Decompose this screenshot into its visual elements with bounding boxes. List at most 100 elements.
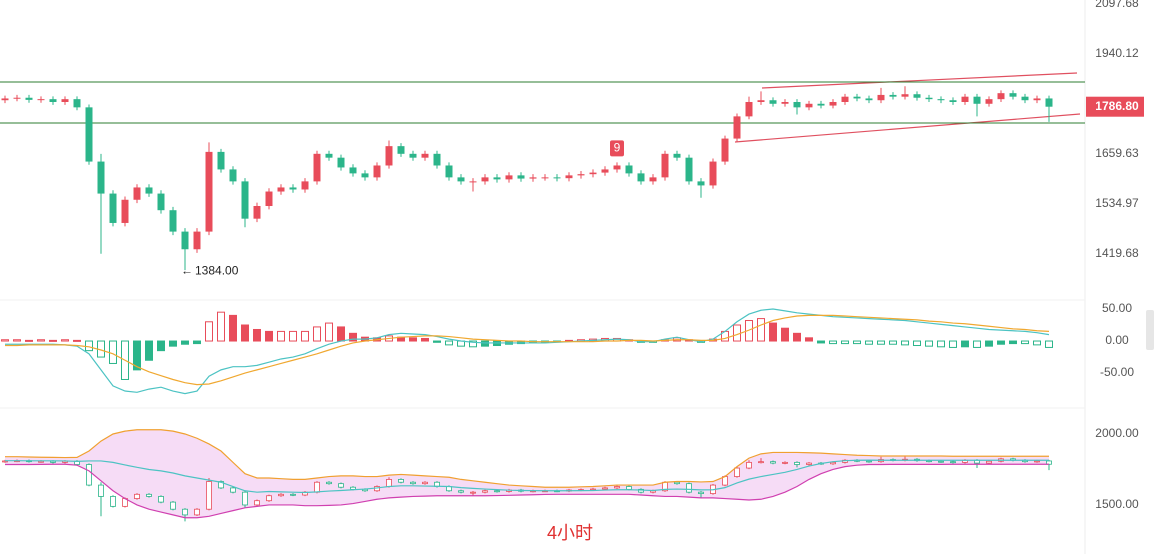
candle-body	[98, 484, 104, 497]
candle-body	[494, 490, 500, 493]
candle-body	[254, 500, 260, 506]
candle-body	[589, 172, 597, 175]
candle-body	[445, 165, 453, 178]
candle-body	[625, 165, 633, 174]
macd-bar	[49, 339, 57, 342]
macd-bar	[925, 340, 933, 347]
candle-body	[877, 94, 885, 101]
candle-body	[73, 99, 81, 108]
y-tick-label: -50.00	[1100, 365, 1134, 379]
candle-body	[649, 177, 657, 182]
candle-body	[169, 210, 177, 232]
candle-body	[830, 461, 836, 465]
macd-bar	[1009, 340, 1017, 345]
candle-body	[121, 199, 129, 223]
y-tick-label: 1419.68	[1095, 246, 1139, 260]
candle-body	[829, 101, 837, 106]
macd-bar	[913, 340, 921, 347]
candle-body	[685, 157, 693, 182]
band-line	[5, 429, 1049, 488]
candle-body	[482, 490, 488, 493]
candle-body	[433, 153, 441, 166]
candle-body	[314, 481, 320, 493]
candle-body	[541, 177, 549, 179]
candle-body	[326, 481, 332, 485]
candle-body	[961, 96, 969, 102]
low-annotation: 1384.00	[195, 263, 239, 277]
candle-body	[409, 153, 417, 158]
macd-bar	[1021, 340, 1029, 345]
candle-body	[194, 508, 200, 516]
macd-bar	[205, 321, 213, 342]
band-area	[5, 429, 1049, 518]
candle-body	[493, 177, 501, 180]
macd-bar	[349, 332, 357, 342]
macd-bar	[265, 330, 273, 342]
candle-body	[517, 175, 525, 179]
candle-body	[181, 231, 189, 250]
candle-body	[1045, 98, 1053, 107]
candle-body	[218, 481, 224, 489]
candle-body	[553, 177, 561, 179]
low-arrow: ←	[181, 263, 193, 277]
macd-bar	[745, 320, 753, 342]
candle-body	[85, 107, 93, 162]
candle-body	[1034, 460, 1040, 463]
macd-line	[5, 308, 1050, 395]
candle-body	[458, 490, 464, 493]
candle-body	[421, 153, 429, 158]
candle-body	[289, 187, 297, 190]
candle-body	[637, 173, 645, 182]
macd-bar	[337, 326, 345, 342]
candle-body	[602, 487, 608, 490]
macd-bar	[865, 340, 873, 345]
candle-body	[110, 496, 116, 507]
y-tick-label: 2097.68	[1095, 0, 1139, 10]
candle-body	[698, 491, 704, 494]
macd-bar	[133, 340, 141, 371]
candle-body	[613, 165, 621, 170]
macd-bar	[973, 340, 981, 348]
candle-body	[565, 175, 573, 179]
channel-line	[761, 72, 1078, 89]
candle-body	[937, 99, 945, 101]
macd-bar	[853, 340, 861, 345]
macd-bar	[901, 340, 909, 346]
candle-body	[782, 461, 788, 464]
candle-body	[385, 146, 393, 166]
macd-bar	[757, 318, 765, 342]
candle-body	[529, 177, 537, 179]
candle-body	[697, 181, 705, 186]
candle-body	[733, 116, 741, 139]
macd-bar	[73, 339, 81, 342]
scroll-tab[interactable]	[1146, 310, 1154, 350]
candle-body	[205, 151, 213, 232]
macd-bar	[445, 340, 453, 346]
candle-body	[1021, 96, 1029, 101]
candle-body	[757, 100, 765, 102]
candle-body	[97, 161, 105, 194]
candle-body	[158, 496, 164, 503]
candle-body	[37, 99, 45, 101]
candle-body	[241, 181, 249, 219]
macd-bar	[997, 340, 1005, 345]
candle-body	[290, 493, 296, 496]
macd-bar	[13, 339, 21, 342]
macd-bar	[469, 340, 477, 348]
candle-body	[398, 479, 404, 483]
macd-bar	[817, 340, 825, 344]
macd-bar	[793, 332, 801, 342]
candle-body	[386, 479, 392, 487]
macd-bar	[277, 330, 285, 342]
macd-bar	[805, 337, 813, 342]
macd-bar	[241, 324, 249, 342]
candle-body	[217, 151, 225, 170]
macd-bar	[157, 340, 165, 352]
candle-body	[913, 94, 921, 98]
candle-body	[1, 98, 9, 101]
macd-bar	[1, 339, 9, 342]
candle-body	[721, 138, 729, 162]
macd-bar	[481, 340, 489, 347]
macd-bar	[181, 340, 189, 345]
